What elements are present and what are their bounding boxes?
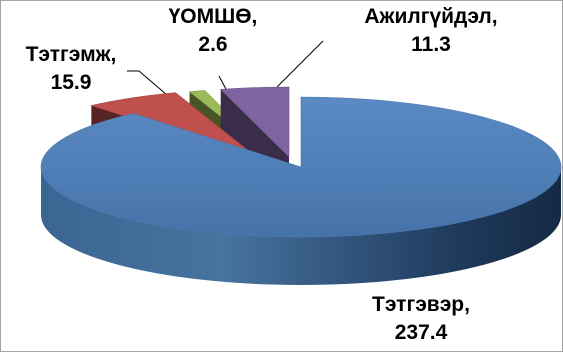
slice-top-0 <box>40 96 562 238</box>
slice-value-1: 15.9 <box>51 71 92 94</box>
slice-label-3: Ажилгүйдэл, <box>364 5 497 28</box>
slice-side-0 <box>41 167 561 285</box>
slice-top-3 <box>220 86 290 158</box>
slice-value-0: 237.4 <box>395 321 448 344</box>
leader-line-2 <box>218 75 228 92</box>
pie-slices <box>40 86 562 285</box>
leader-line-1 <box>127 70 168 96</box>
slice-label-0: Тэтгэвэр, <box>372 293 470 316</box>
leader-lines <box>127 40 324 96</box>
slice-value-3: 11.3 <box>411 33 451 56</box>
slice-labels: Тэтгэвэр, 237.4 Тэтгэмж, 15.9 ҮОМШӨ, 2.6 Ажилг… <box>26 5 498 344</box>
slice-label-1: Тэтгэмж, <box>26 43 117 66</box>
leader-line-3 <box>276 40 324 88</box>
slice-value-2: 2.6 <box>198 33 227 56</box>
slice-label-2: ҮОМШӨ, <box>169 5 258 28</box>
